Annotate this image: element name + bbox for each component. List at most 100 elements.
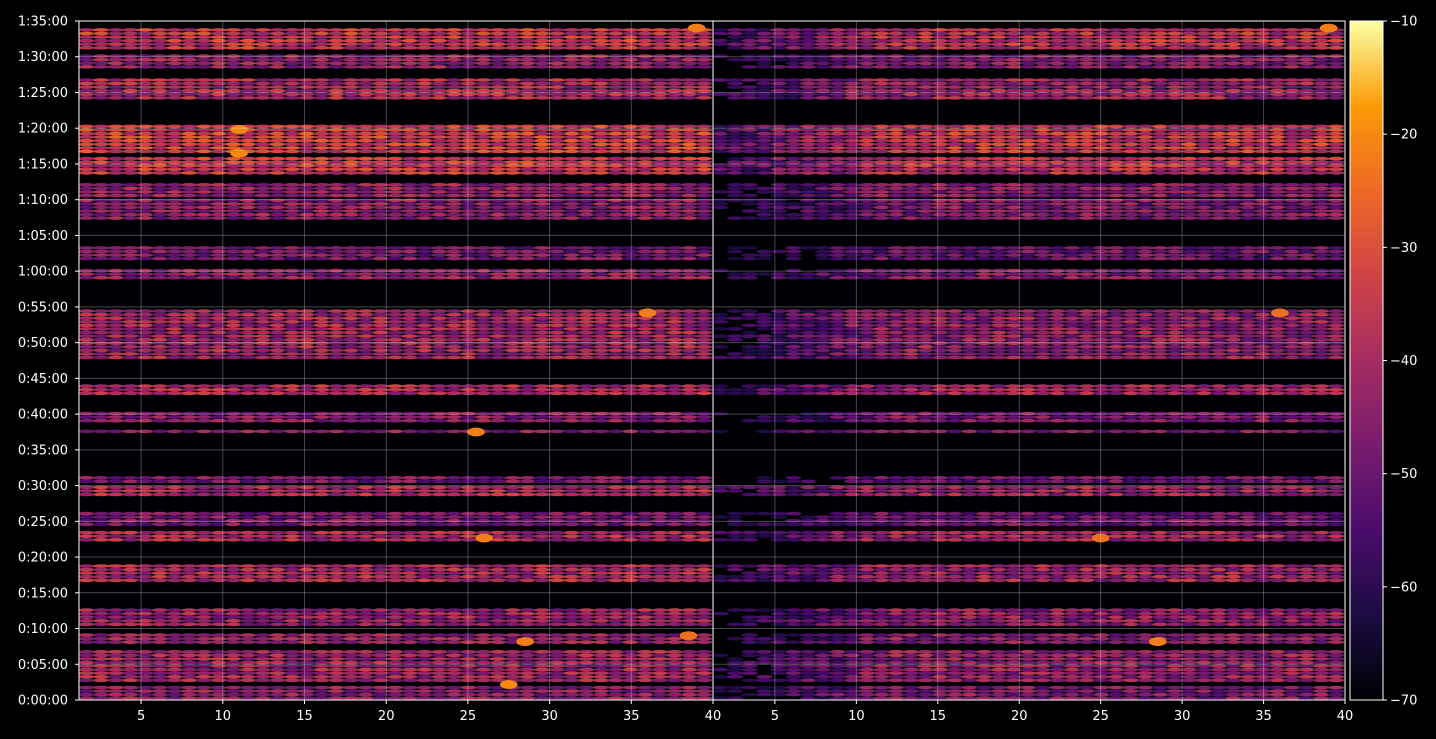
heat-cell	[195, 205, 213, 210]
heat-cell	[651, 345, 669, 349]
heat-cell	[166, 31, 183, 36]
heat-cell	[313, 160, 330, 164]
heat-cell	[357, 636, 374, 641]
heat-cell	[490, 186, 507, 191]
heat-cell	[445, 163, 463, 168]
heat-cell	[519, 42, 536, 46]
heat-cell	[343, 54, 360, 58]
heat-cell	[372, 253, 389, 257]
heat-cell	[166, 633, 183, 637]
heat-cell	[93, 28, 110, 32]
heat-cell	[166, 156, 183, 161]
heat-cell	[607, 530, 624, 535]
heat-cell	[401, 530, 418, 535]
heat-cell	[210, 511, 227, 516]
heat-cell	[240, 650, 257, 654]
heat-cell	[445, 156, 463, 161]
heat-cell	[416, 327, 433, 331]
heat-cell	[225, 411, 242, 416]
heat-cell	[269, 275, 286, 280]
heat-cell	[181, 352, 198, 356]
heat-cell	[681, 384, 698, 388]
heat-cell	[578, 660, 595, 665]
heat-cell	[328, 418, 345, 423]
heat-cell	[651, 135, 669, 139]
heat-cell	[622, 355, 639, 360]
heat-cell	[490, 38, 507, 43]
heat-cell	[637, 660, 654, 665]
heat-cell	[431, 476, 448, 480]
heat-cell	[298, 489, 315, 493]
heat-cell	[504, 650, 521, 654]
heat-cell	[328, 81, 345, 86]
heat-cell	[166, 61, 183, 66]
heat-cell	[695, 156, 713, 161]
heat-cell	[990, 696, 1008, 700]
heat-cell	[475, 522, 492, 527]
heat-cell	[269, 418, 286, 423]
heat-cell	[328, 489, 345, 493]
heat-cell	[401, 696, 418, 700]
heat-cell	[578, 78, 595, 82]
heat-cell	[328, 202, 345, 206]
heat-cell	[666, 619, 683, 623]
heat-cell	[298, 608, 315, 612]
heat-cell	[431, 167, 448, 172]
heat-cell	[548, 518, 566, 523]
heat-cell	[240, 31, 257, 36]
heat-cell	[1298, 671, 1315, 675]
heat-cell	[284, 78, 301, 82]
heat-cell	[107, 28, 124, 32]
heat-cell	[578, 611, 595, 616]
heat-cell	[681, 518, 698, 523]
heat-cell	[416, 309, 433, 313]
heat-cell	[313, 171, 330, 175]
heat-cell	[372, 567, 389, 572]
heat-cell	[166, 640, 183, 644]
heat-cell	[122, 167, 139, 172]
heat-cell	[387, 492, 404, 497]
heat-cell	[519, 571, 536, 575]
heat-cell	[122, 190, 139, 194]
heat-cell	[357, 275, 374, 280]
heat-cell	[607, 534, 624, 538]
heat-cell	[490, 323, 507, 328]
heat-cell	[254, 96, 271, 100]
heat-cell	[607, 85, 624, 89]
heat-cell	[548, 337, 566, 342]
heat-cell	[137, 337, 154, 342]
heat-cell	[829, 678, 846, 683]
heat-cell	[681, 96, 698, 100]
heat-cell	[107, 183, 124, 187]
heat-cell	[961, 657, 978, 661]
heat-cell	[593, 272, 610, 276]
heat-cell	[284, 149, 301, 154]
heat-cell	[637, 128, 654, 132]
heat-cell	[122, 46, 139, 50]
heat-cell	[254, 564, 271, 568]
heat-cell	[504, 476, 521, 480]
heat-cell	[548, 54, 566, 58]
heat-cell	[504, 78, 521, 82]
heat-cell	[225, 28, 242, 32]
heat-cell	[695, 341, 713, 346]
heat-cell	[372, 212, 389, 217]
heat-cell	[563, 611, 580, 616]
heat-cell	[387, 81, 404, 86]
heat-cell	[137, 489, 154, 493]
heat-cell	[504, 608, 521, 612]
heat-cell	[622, 88, 639, 93]
heat-cell	[225, 171, 242, 175]
heat-cell	[578, 355, 595, 360]
heat-cell	[401, 522, 418, 527]
left-panel	[78, 20, 714, 701]
heat-cell	[814, 696, 832, 700]
heat-cell	[372, 275, 389, 280]
heat-cell	[195, 149, 213, 154]
heat-cell	[357, 515, 374, 519]
heat-cell	[210, 85, 227, 89]
heat-cell	[800, 671, 817, 675]
heat-cell	[593, 320, 610, 324]
heat-cell	[357, 61, 374, 66]
heat-cell	[107, 660, 124, 665]
